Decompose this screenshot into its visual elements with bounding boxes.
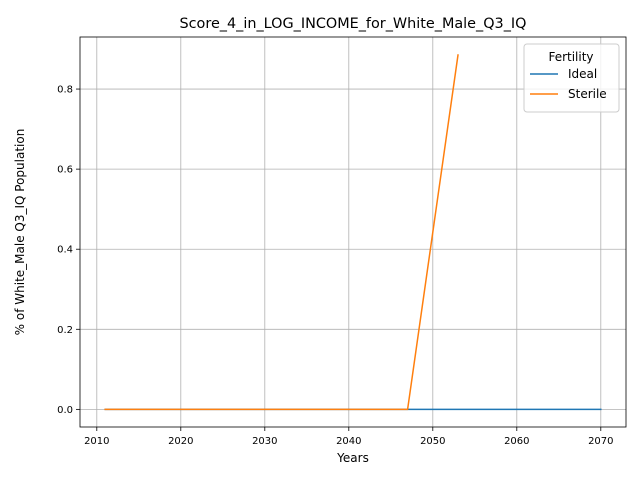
y-tick-label: 0.8 [57,85,73,96]
x-tick-label: 2040 [336,436,361,447]
series-lines [104,54,602,411]
y-tick-label: 0.6 [57,165,73,176]
y-tick-label: 0.0 [57,405,73,416]
x-tick-label: 2060 [504,436,529,447]
x-axis-label: Years [336,451,369,465]
x-tick-label: 2020 [168,436,193,447]
legend-box [523,43,620,113]
x-tick-label: 2070 [588,436,613,447]
y-axis-label: % of White_Male Q3_IQ Population [13,129,27,336]
legend-label-ideal: Ideal [568,67,597,81]
x-tick-label: 2010 [84,436,109,447]
plot-frame [79,36,627,428]
x-tick-label: 2050 [420,436,445,447]
legend-label-sterile: Sterile [568,87,607,101]
y-tick-label: 0.2 [57,325,73,336]
series-line-sterile [104,54,459,411]
chart-title: Score_4_in_LOG_INCOME_for_White_Male_Q3_… [180,16,527,32]
legend-title: Fertility [548,50,593,64]
axis-ticks: 2010 2020 2030 2040 2050 2060 2070 0.0 0.2 0.4 0.6… [57,85,613,447]
legend: Fertility Ideal Sterile [523,43,620,113]
x-tick-label: 2030 [252,436,277,447]
y-tick-label: 0.4 [57,245,73,256]
